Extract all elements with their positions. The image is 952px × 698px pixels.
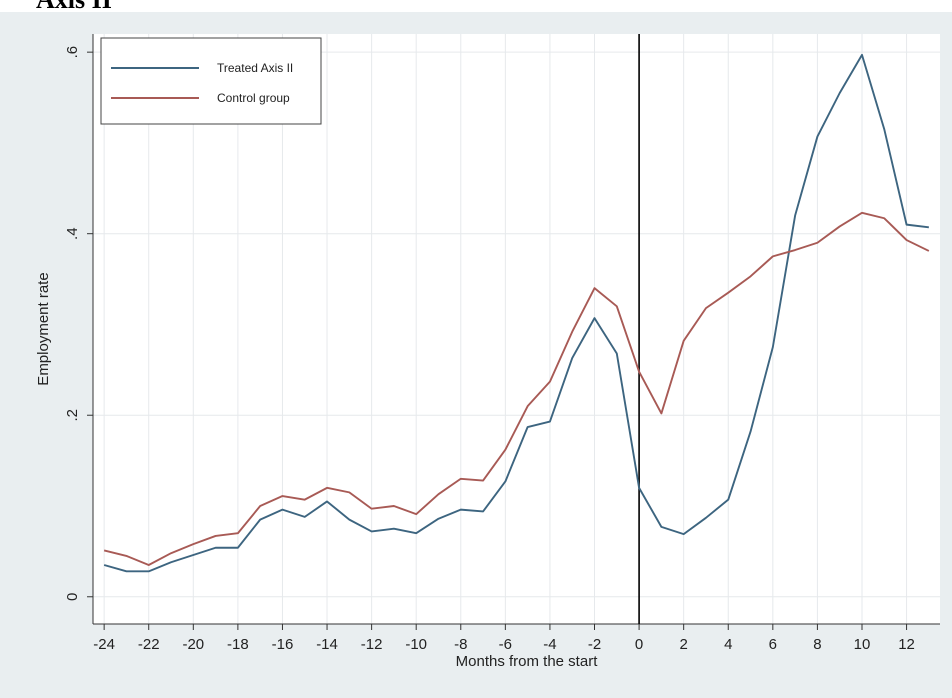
x-tick-label: 10 [854, 636, 871, 653]
page-heading: Axis II [36, 0, 112, 13]
x-tick-label: 0 [635, 636, 643, 653]
x-tick-label: -20 [182, 636, 204, 653]
chart-panel: -24 -22 -20 -18 -16 -14 -12 -10 -8 -6 -4 -2 0 2 4 6 8 10 1… [0, 12, 952, 698]
y-axis-title: Employment rate [35, 272, 52, 385]
x-tick-label: -10 [405, 636, 427, 653]
plot-area [93, 34, 940, 624]
x-tick-label: -16 [272, 636, 294, 653]
y-axis-ticks: 0 .2 .4 .6 [64, 46, 93, 601]
legend-label: Control group [217, 91, 290, 105]
x-tick-label: -2 [588, 636, 601, 653]
x-tick-label: 2 [679, 636, 687, 653]
x-tick-label: -12 [361, 636, 383, 653]
y-tick-label: 0 [64, 593, 81, 601]
chart-legend: Treated Axis II Control group [100, 37, 322, 125]
x-tick-label: 6 [769, 636, 777, 653]
control-series-line [103, 211, 930, 566]
employment-rate-chart: -24 -22 -20 -18 -16 -14 -12 -10 -8 -6 -4 -2 0 2 4 6 8 10 1… [0, 12, 952, 698]
legend-box [100, 37, 322, 125]
y-tick-label: .6 [64, 46, 81, 59]
x-tick-label: 4 [724, 636, 732, 653]
x-tick-label: 12 [898, 636, 915, 653]
axes [92, 34, 940, 625]
series-lines [103, 53, 930, 573]
x-tick-label: -24 [93, 636, 115, 653]
x-tick-label: -18 [227, 636, 249, 653]
x-tick-label: -6 [499, 636, 512, 653]
x-axis-title: Months from the start [456, 653, 599, 670]
x-tick-label: -22 [138, 636, 160, 653]
legend-label: Treated Axis II [217, 61, 293, 75]
x-tick-label: -14 [316, 636, 338, 653]
x-axis-ticks: -24 -22 -20 -18 -16 -14 -12 -10 -8 -6 -4 -2 0 2 4 6 8 10 1… [93, 624, 915, 653]
x-tick-label: -4 [543, 636, 556, 653]
x-tick-label: 8 [813, 636, 821, 653]
x-tick-label: -8 [454, 636, 467, 653]
y-tick-label: .4 [64, 227, 81, 240]
y-tick-label: .2 [64, 409, 81, 422]
treated-series-line [103, 53, 929, 573]
grid-lines [93, 34, 940, 624]
